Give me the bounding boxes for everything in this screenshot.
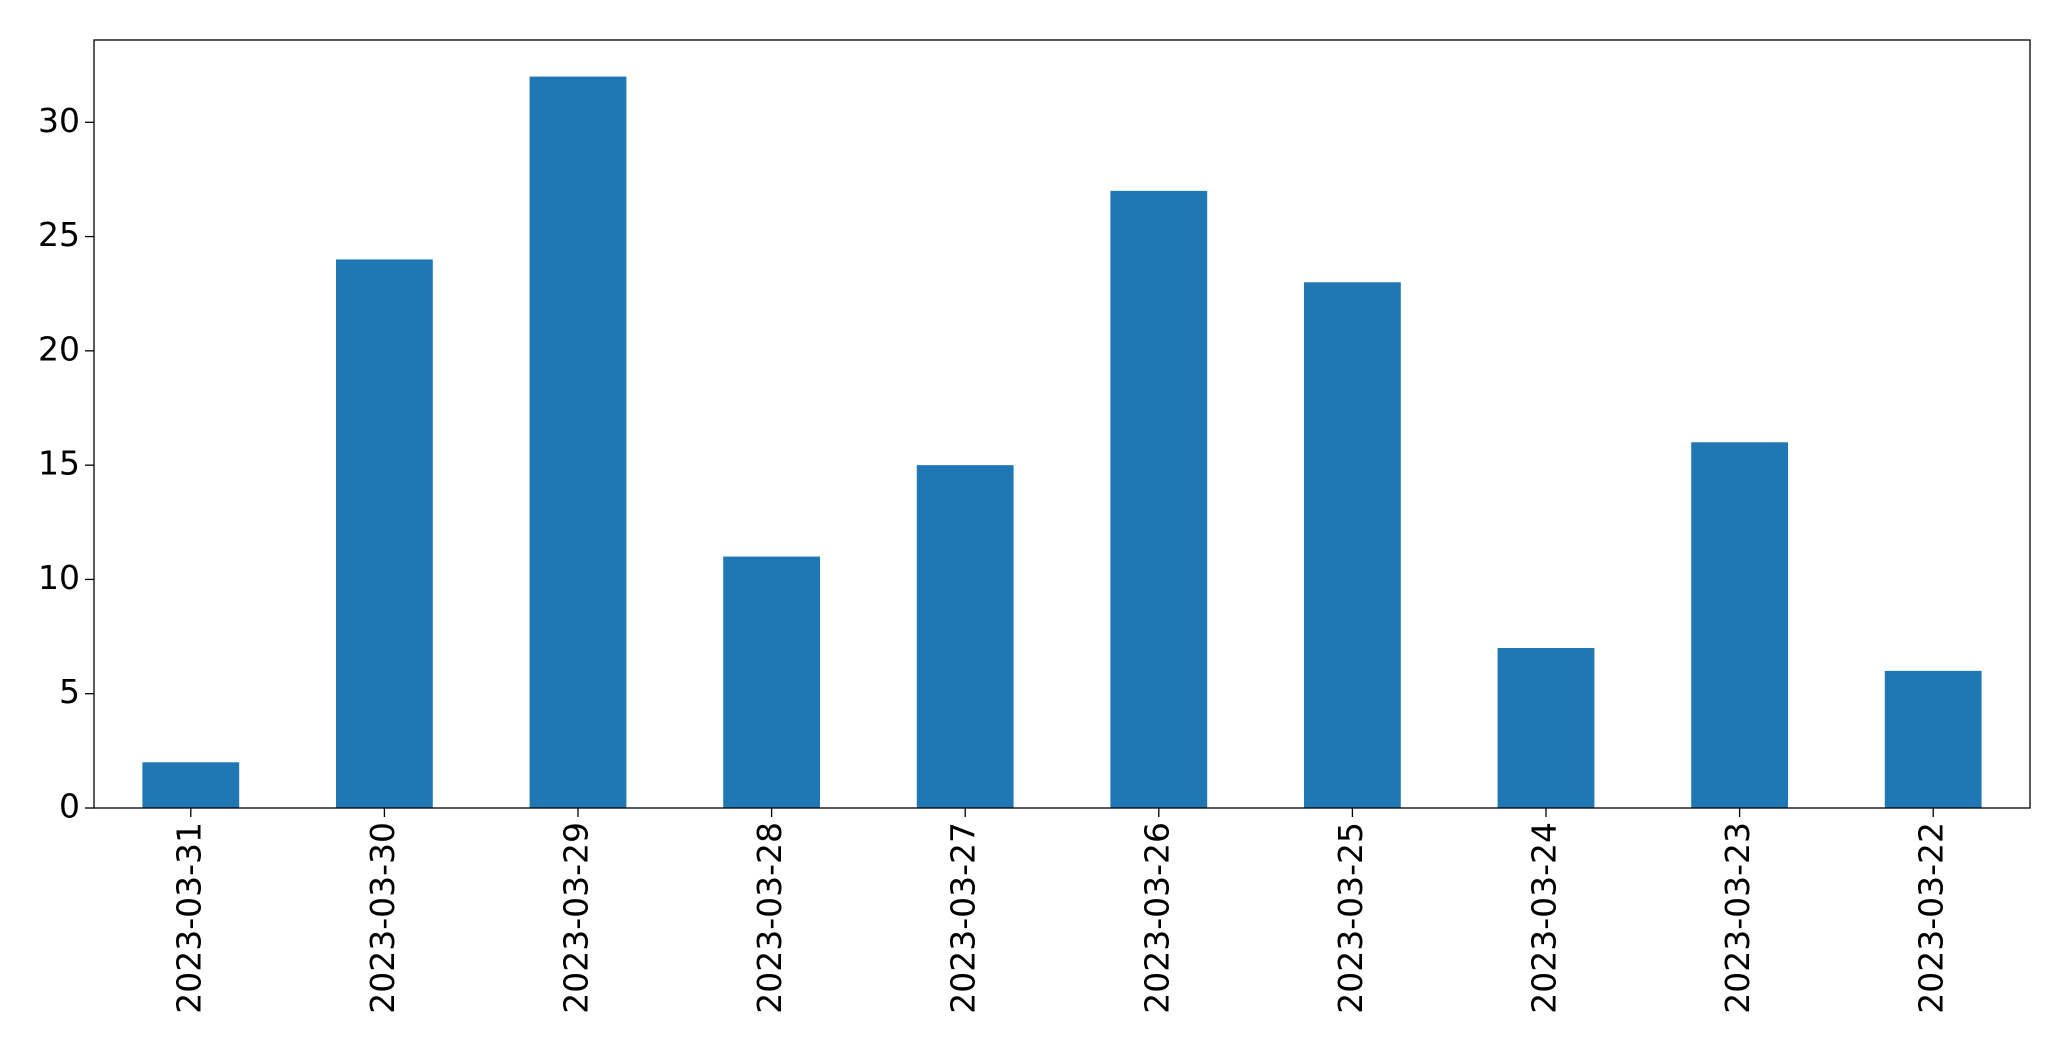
y-tick-label: 20: [38, 329, 80, 368]
plot-frame: [93, 39, 2031, 809]
bar: [1884, 670, 1982, 808]
bar: [142, 762, 240, 808]
y-tick-label: 15: [38, 444, 80, 483]
y-tick-label: 25: [38, 215, 80, 254]
y-tick-label: 5: [59, 672, 80, 711]
bar: [336, 259, 433, 808]
x-tick-label: 2023-03-27: [944, 822, 983, 1014]
y-tick-label: 0: [59, 787, 80, 826]
x-tick-label: 2023-03-31: [169, 822, 208, 1014]
bar: [916, 465, 1014, 808]
bar: [1691, 442, 1788, 808]
bar: [1497, 648, 1595, 808]
bar: [1110, 190, 1208, 808]
x-tick-label: 2023-03-30: [363, 822, 402, 1014]
y-tick-label: 30: [38, 101, 80, 140]
x-tick-label: 2023-03-24: [1525, 822, 1564, 1014]
bar: [529, 76, 627, 809]
bar: [723, 556, 820, 808]
y-tick-label: 10: [38, 558, 80, 597]
x-tick-label: 2023-03-26: [1137, 822, 1176, 1014]
x-tick-label: 2023-03-22: [1912, 822, 1951, 1014]
x-tick-label: 2023-03-28: [750, 822, 789, 1014]
x-tick-label: 2023-03-29: [557, 822, 596, 1014]
x-tick-label: 2023-03-23: [1718, 822, 1757, 1014]
bar: [1304, 282, 1401, 808]
x-tick-label: 2023-03-25: [1331, 822, 1370, 1014]
